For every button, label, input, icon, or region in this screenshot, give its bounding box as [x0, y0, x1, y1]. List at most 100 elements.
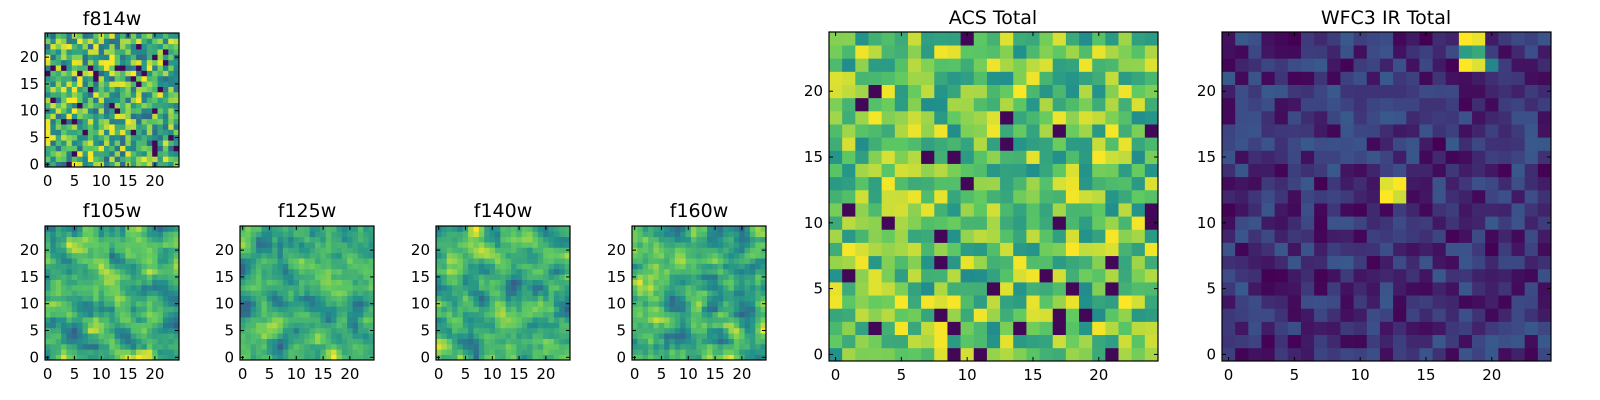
heatmap-cell: [674, 322, 681, 329]
heatmap-cell: [103, 247, 110, 254]
heatmap-cell: [1013, 308, 1027, 322]
heatmap-cell: [315, 349, 321, 355]
heatmap-cell: [637, 258, 644, 264]
heatmap-cell: [744, 268, 751, 275]
heatmap-cell: [478, 343, 485, 350]
heatmap-cell: [452, 317, 458, 323]
heatmap-cell: [1105, 97, 1119, 112]
heatmap-cell: [1131, 124, 1146, 138]
heatmap-cell: [130, 333, 137, 339]
heatmap-cell: [368, 349, 375, 355]
x-tick-label: 5: [461, 365, 471, 383]
heatmap-cell: [55, 129, 62, 136]
heatmap-cell: [141, 295, 148, 302]
heatmap-cell: [462, 236, 469, 243]
heatmap-cell: [130, 231, 137, 238]
heatmap-cell: [298, 343, 305, 350]
heatmap-cell: [1393, 45, 1407, 59]
heatmap-cell: [707, 333, 713, 339]
heatmap-cell: [1327, 110, 1341, 125]
heatmap-cell: [1261, 84, 1275, 99]
heatmap-cell: [98, 327, 105, 334]
heatmap-cell: [1105, 176, 1119, 191]
heatmap-cell: [521, 354, 528, 361]
heatmap-cell: [331, 252, 337, 259]
heatmap-cell: [712, 327, 719, 334]
heatmap-cell: [648, 268, 654, 275]
heatmap-cell: [543, 333, 549, 339]
heatmap-cell: [934, 150, 948, 164]
heatmap-cell: [66, 226, 73, 232]
heatmap-cell: [960, 321, 975, 336]
heatmap-cell: [347, 301, 353, 307]
heatmap-cell: [717, 343, 724, 350]
heatmap-cell: [868, 203, 882, 217]
heatmap-cell: [1419, 124, 1433, 138]
heatmap-cell: [637, 263, 644, 270]
heatmap-cell: [114, 322, 121, 329]
heatmap-cell: [61, 226, 67, 232]
heatmap-cell: [82, 134, 89, 141]
heatmap-cell: [1327, 137, 1341, 151]
heatmap-cell: [66, 91, 73, 98]
heatmap-cell: [468, 279, 474, 286]
heatmap-cell: [125, 124, 132, 130]
heatmap-cell: [141, 317, 148, 323]
heatmap-cell: [1274, 268, 1289, 283]
heatmap-cell: [907, 268, 922, 283]
heatmap-cell: [1472, 137, 1486, 151]
heatmap-cell: [543, 338, 549, 345]
heatmap-cell: [707, 338, 713, 345]
heatmap-cell: [87, 43, 94, 50]
heatmap-cell: [114, 75, 121, 82]
heatmap-cell: [162, 140, 169, 146]
axes-frame: [44, 225, 180, 361]
heatmap-cell: [707, 242, 713, 248]
heatmap-cell: [1222, 137, 1236, 151]
heatmap-cell: [436, 338, 442, 345]
heatmap-cell: [162, 226, 169, 232]
heatmap-cell: [61, 81, 67, 87]
heatmap-cell: [484, 247, 490, 254]
heatmap-cell: [109, 327, 116, 334]
heatmap-cell: [436, 279, 442, 286]
heatmap-cell: [157, 258, 164, 264]
heatmap-cell: [109, 97, 116, 104]
heatmap-cell: [152, 317, 158, 323]
heatmap-cell: [120, 301, 126, 307]
y-tick-label: 10: [215, 295, 234, 313]
heatmap-cell: [548, 290, 555, 297]
heatmap-cell: [723, 338, 729, 345]
heatmap-cell: [473, 349, 480, 355]
heatmap-cell: [357, 274, 364, 280]
heatmap-cell: [256, 236, 262, 243]
y-tick-label: 0: [224, 348, 234, 366]
heatmap-cell: [120, 295, 126, 302]
heatmap-cell: [1458, 150, 1473, 164]
heatmap-cell: [261, 349, 268, 355]
heatmap-cell: [157, 129, 164, 136]
heatmap-cell: [87, 268, 94, 275]
heatmap-cell: [55, 156, 62, 162]
heatmap-cell: [130, 263, 137, 270]
heatmap-cell: [61, 290, 67, 297]
heatmap-cell: [130, 75, 137, 82]
heatmap-cell: [1222, 32, 1236, 46]
heatmap-cell: [50, 306, 57, 313]
axes-frame: [1221, 31, 1552, 362]
heatmap-cell: [304, 327, 311, 334]
heatmap-cell: [98, 231, 105, 238]
heatmap-cell: [457, 311, 464, 318]
heatmap-cell: [960, 255, 975, 270]
heatmap-cell: [245, 268, 252, 275]
heatmap-cell: [632, 231, 638, 238]
heatmap-cells: [829, 32, 1159, 362]
heatmap-cell: [637, 268, 644, 275]
heatmap-cell: [947, 124, 961, 138]
heatmap-cell: [632, 258, 638, 264]
heatmap-cell: [749, 226, 756, 232]
heatmap-cell: [446, 231, 453, 238]
heatmap-cell: [136, 333, 142, 339]
heatmap-cell: [855, 203, 869, 217]
heatmap-cell: [907, 58, 922, 72]
